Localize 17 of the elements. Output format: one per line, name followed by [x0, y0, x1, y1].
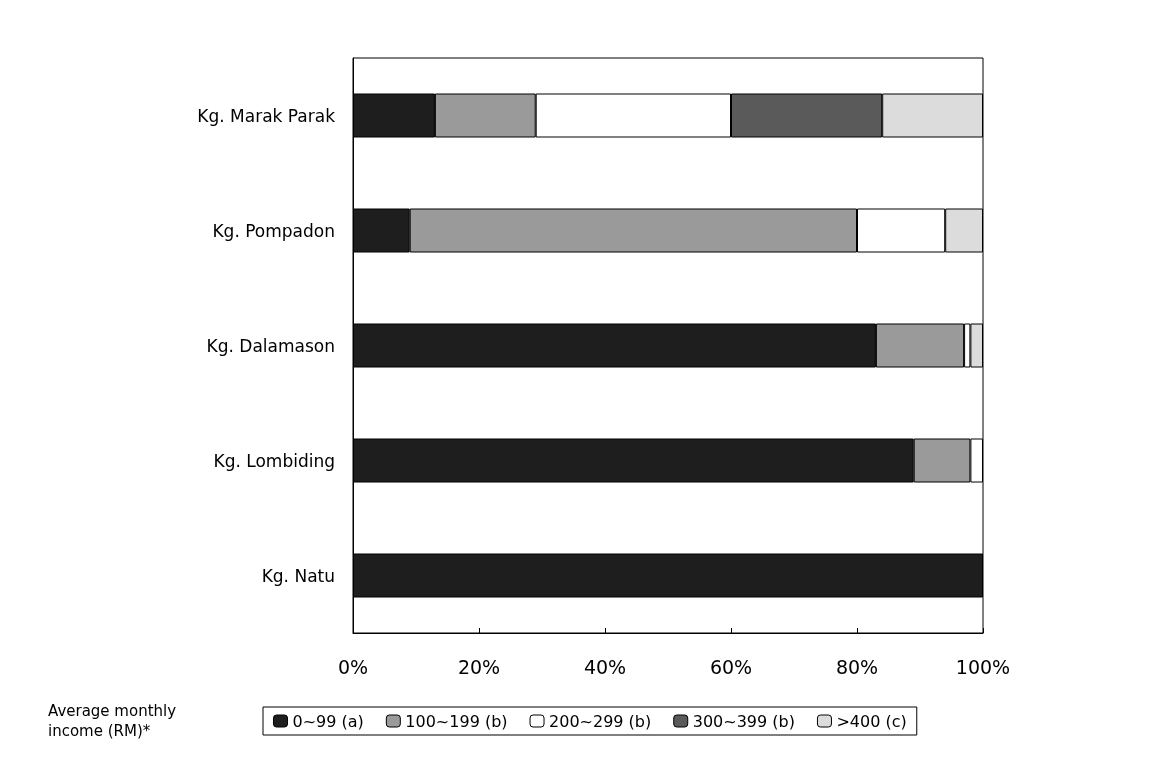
- legend-label: 100~199 (b): [405, 711, 508, 731]
- legend-title: Average monthly income (RM)*: [48, 702, 181, 740]
- x-tick-label: 100%: [955, 655, 1011, 678]
- y-tick-label: Kg. Pompadon: [212, 220, 335, 241]
- y-tick-label: Kg. Natu: [261, 565, 335, 586]
- legend-label: 300~399 (b): [692, 711, 795, 731]
- x-tick-label: 20%: [457, 655, 501, 678]
- legend-label: 0~99 (a): [292, 711, 364, 731]
- y-tick-label: Kg. Marak Parak: [197, 105, 336, 126]
- legend-label: 200~299 (b): [549, 711, 652, 731]
- x-tick-label: 60%: [709, 655, 753, 678]
- x-tick-label: 0%: [337, 655, 369, 678]
- x-tick-label: 40%: [583, 655, 627, 678]
- x-tick-label: 80%: [835, 655, 879, 678]
- y-tick-label: Kg. Dalamason: [206, 335, 335, 356]
- legend-label: >400 (c): [836, 711, 907, 731]
- y-tick-label: Kg. Lombiding: [213, 450, 335, 471]
